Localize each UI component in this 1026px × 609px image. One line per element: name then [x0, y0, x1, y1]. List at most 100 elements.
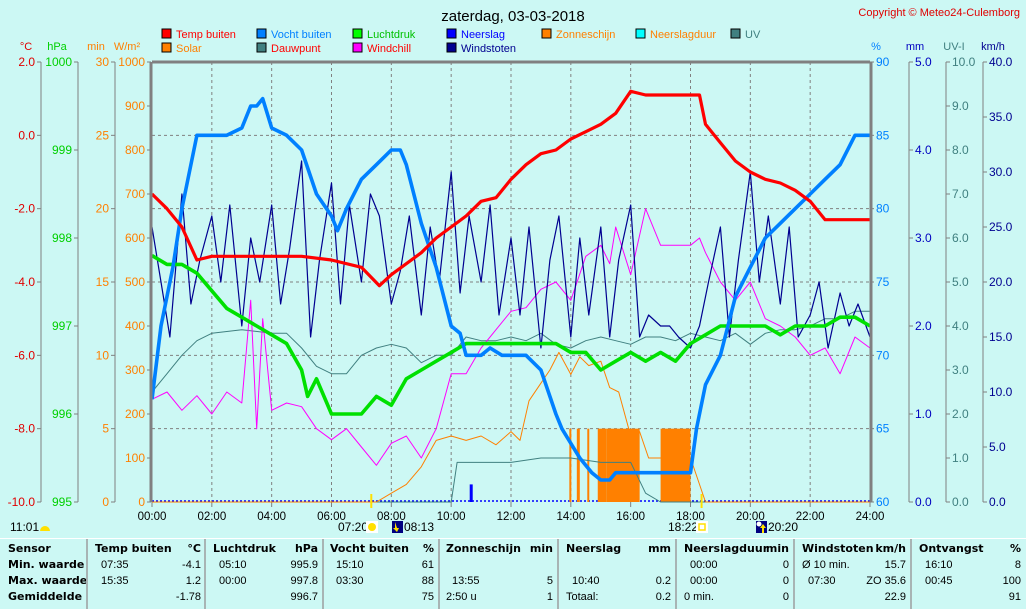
- stats-table: Sensor Min. waarde Max. waarde Gemiddeld…: [0, 538, 1026, 609]
- sunrise-marker: 07:20: [338, 520, 378, 534]
- divider: [204, 539, 206, 609]
- humidity-max: 88: [422, 573, 434, 589]
- pressure-max: 997.8: [290, 573, 318, 589]
- moonset-icon: [392, 521, 403, 533]
- tick-label-rain: 5.0: [915, 55, 932, 69]
- tick-label-temp: -6.0: [14, 348, 35, 362]
- tick-label-humidity: 85: [876, 128, 890, 142]
- tick-label-minutes: 0: [102, 495, 109, 509]
- tick-label-uv: 2.0: [952, 407, 969, 421]
- legend-swatch-uv: [731, 29, 740, 38]
- recv-min: 8: [1015, 557, 1021, 573]
- stats-header-gust: Windstoten: [802, 542, 874, 555]
- stats-unit-humidity: %: [423, 541, 434, 557]
- sun-icon: [368, 523, 376, 531]
- divider: [793, 539, 795, 609]
- tick-label-wind: 25.0: [989, 220, 1013, 234]
- tick-label-humidity: 60: [876, 495, 890, 509]
- tick-label-wind: 10.0: [989, 385, 1013, 399]
- axis-unit-solar: W/m²: [114, 41, 141, 53]
- time-tick-label: 04:00: [257, 511, 286, 523]
- legend-swatch-zonneschijn: [542, 29, 551, 38]
- raindur-min: 0: [783, 557, 789, 573]
- tick-label-rain: 3.0: [915, 231, 932, 245]
- legend-label-neerslagduur: Neerslagduur: [650, 29, 716, 41]
- tick-label-rain: 1.0: [915, 407, 932, 421]
- divider: [675, 539, 677, 609]
- tick-label-pressure: 1000: [45, 55, 72, 69]
- recv-min-time: 16:10: [925, 557, 953, 573]
- tick-label-humidity: 80: [876, 202, 890, 216]
- legend-label-windchill: Windchill: [367, 43, 411, 55]
- tick-label-minutes: 30: [96, 55, 110, 69]
- tick-label-wind: 40.0: [989, 55, 1013, 69]
- divider: [86, 539, 88, 609]
- legend-swatch-windstoten: [447, 43, 456, 52]
- tick-label-temp: 2.0: [18, 55, 35, 69]
- sunset-time: 18:22: [668, 520, 698, 534]
- tick-label-uv: 9.0: [952, 99, 969, 113]
- sunshine-bar: [598, 429, 607, 502]
- raindur-max: 0: [783, 573, 789, 589]
- stats-header-humidity: Vocht buiten: [330, 542, 409, 555]
- temp-min: -4.1: [182, 557, 201, 573]
- stats-header-temp: Temp buiten: [95, 542, 172, 555]
- legend-label-vocht-buiten: Vocht buiten: [271, 29, 332, 41]
- tick-label-uv: 4.0: [952, 319, 969, 333]
- axis-unit-humidity: %: [871, 41, 881, 53]
- tick-label-humidity: 70: [876, 348, 890, 362]
- tick-label-temp: -2.0: [14, 202, 35, 216]
- tick-label-solar: 0: [138, 495, 145, 509]
- tick-label-rain: 0.0: [915, 495, 932, 509]
- humidity-avg: 75: [422, 589, 434, 605]
- axes: 2.00.0-2.0-4.0-6.0-8.0-10.01000999998997…: [8, 55, 1013, 523]
- legend-swatch-solar: [162, 43, 171, 52]
- tick-label-solar: 600: [125, 231, 145, 245]
- sun-avg: 1: [547, 589, 553, 605]
- tick-label-temp: -10.0: [8, 495, 36, 509]
- temp-min-time: 07:35: [101, 557, 129, 573]
- stats-unit-recv: %: [1010, 541, 1021, 557]
- tick-label-uv: 10.0: [952, 55, 976, 69]
- pressure-min-time: 05:10: [219, 557, 247, 573]
- legend-label-windstoten: Windstoten: [461, 43, 516, 55]
- humidity-max-time: 03:30: [336, 573, 364, 589]
- divider: [557, 539, 559, 609]
- sunshine-bar: [577, 429, 580, 502]
- copyright: Copyright © Meteo24-Culemborg: [858, 7, 1020, 19]
- tick-label-minutes: 25: [96, 128, 110, 142]
- sun-max: 5: [547, 573, 553, 589]
- tick-label-uv: 6.0: [952, 231, 969, 245]
- legend-swatch-dauwpunt: [257, 43, 266, 52]
- legend-label-neerslag: Neerslag: [461, 29, 505, 41]
- moonrise-marker: 20:20: [756, 520, 798, 534]
- divider: [910, 539, 912, 609]
- sunset-marker: 18:22: [668, 520, 708, 534]
- stats-unit-pressure: hPa: [295, 541, 318, 557]
- tick-label-wind: 35.0: [989, 110, 1013, 124]
- tick-label-pressure: 996: [52, 407, 72, 421]
- temp-avg: -1.78: [176, 589, 201, 605]
- tick-label-solar: 300: [125, 363, 145, 377]
- legend-swatch-windchill: [353, 43, 362, 52]
- stats-header-sensor: Sensor: [8, 541, 88, 557]
- tick-label-solar: 800: [125, 143, 145, 157]
- tick-label-uv: 3.0: [952, 363, 969, 377]
- recv-max: 100: [1003, 573, 1021, 589]
- moonset-time: 08:13: [404, 520, 434, 534]
- legend-swatch-neerslag: [447, 29, 456, 38]
- tick-label-minutes: 20: [96, 202, 110, 216]
- chart-title: zaterdag, 03-03-2018: [441, 8, 584, 25]
- temp-max-time: 15:35: [101, 573, 129, 589]
- stats-col-sensor: Sensor Min. waarde Max. waarde Gemiddeld…: [8, 541, 88, 609]
- tick-label-wind: 0.0: [989, 495, 1006, 509]
- rain-bar: [470, 484, 473, 502]
- tick-label-pressure: 998: [52, 231, 72, 245]
- legend-label-dauwpunt: Dauwpunt: [271, 43, 321, 55]
- legend-swatch-neerslagduur: [636, 29, 645, 38]
- tick-label-uv: 0.0: [952, 495, 969, 509]
- tick-label-solar: 500: [125, 275, 145, 289]
